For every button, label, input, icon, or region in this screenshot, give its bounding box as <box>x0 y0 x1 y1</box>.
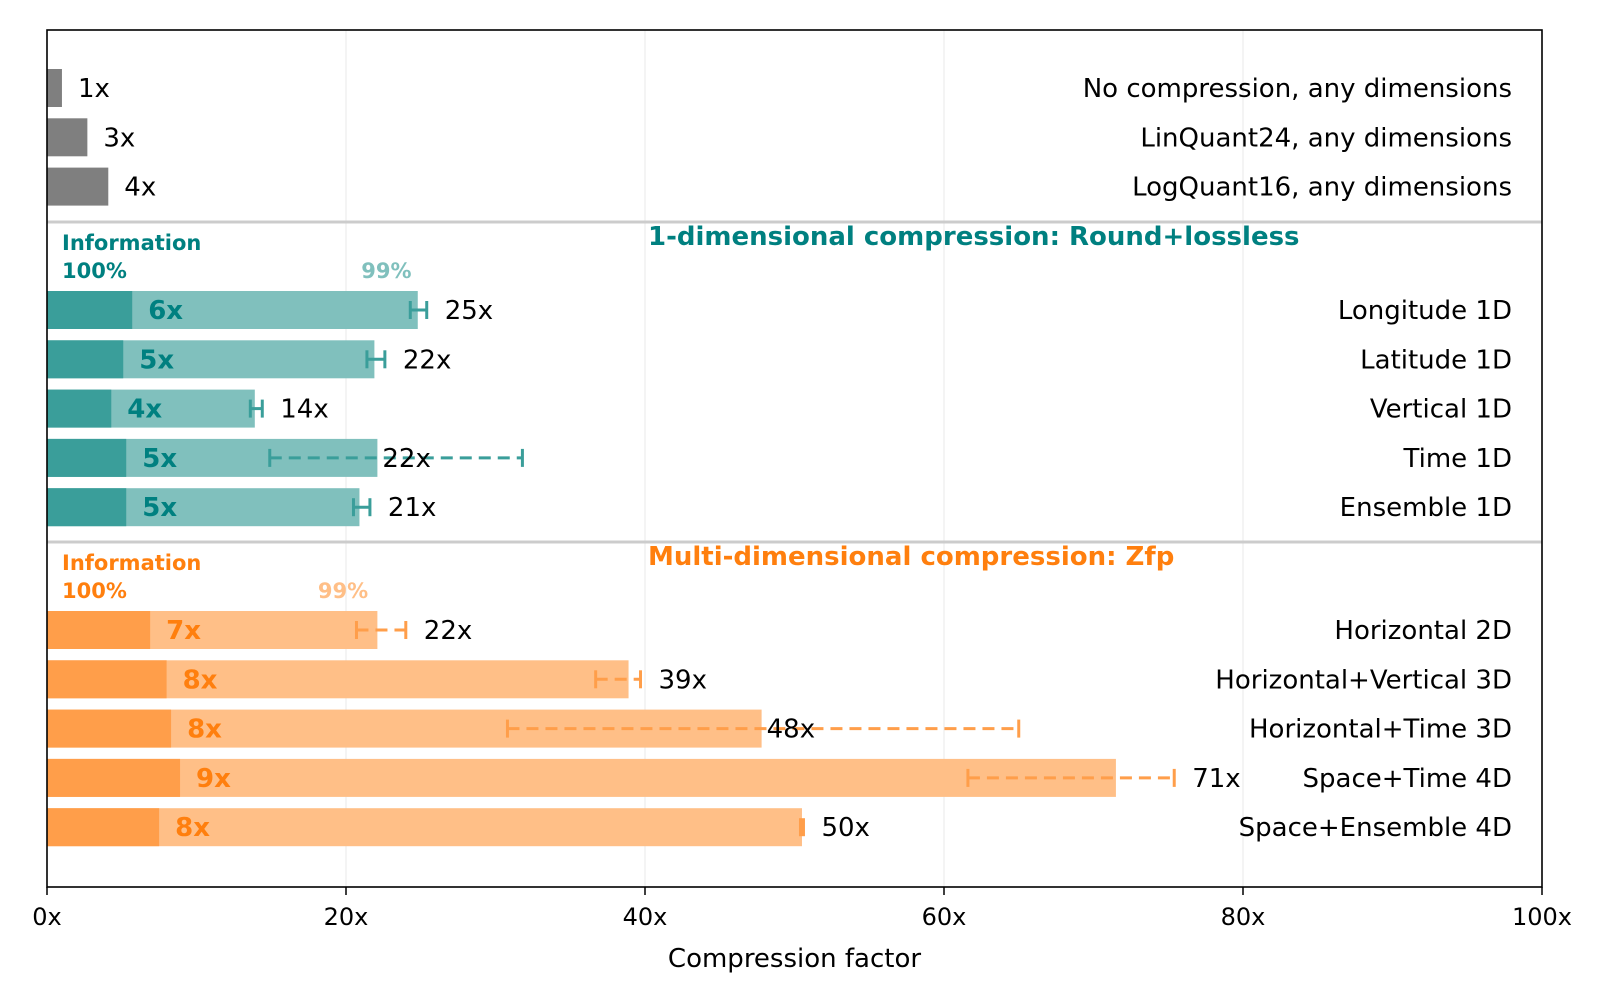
bar-100-percent <box>47 808 160 847</box>
category-label: Horizontal 2D <box>1334 616 1512 646</box>
information-100-label: 100% <box>62 579 127 603</box>
x-axis-label: Compression factor <box>668 944 921 974</box>
inner-value-label: 4x <box>127 395 162 425</box>
category-label: LogQuant16, any dimensions <box>1132 173 1512 203</box>
information-label: Information <box>62 551 201 575</box>
value-label: 39x <box>659 665 707 695</box>
inner-value-label: 7x <box>166 616 201 646</box>
information-100-label: 100% <box>62 259 127 283</box>
bar-100-percent <box>47 758 181 797</box>
category-label: LinQuant24, any dimensions <box>1140 123 1512 153</box>
value-label: 71x <box>1192 764 1240 794</box>
bar-100-percent <box>47 389 112 428</box>
bar-baseline <box>47 167 109 206</box>
bar-100-percent <box>47 488 127 527</box>
value-label: 22x <box>403 345 451 375</box>
bar-100-percent <box>47 709 172 748</box>
value-label: 21x <box>388 493 436 523</box>
information-99-label: 99% <box>318 579 368 603</box>
value-label: 50x <box>821 813 869 843</box>
category-label: Time 1D <box>1403 444 1512 474</box>
inner-value-label: 8x <box>175 813 210 843</box>
bars <box>47 69 1116 847</box>
labels: No compression, any dimensions 1x LinQuant… <box>62 74 1512 843</box>
information-label: Information <box>62 231 201 255</box>
bar-100-percent <box>47 438 127 477</box>
x-axis: 0x 20x 40x 60x 80x 100x <box>32 887 1572 931</box>
bar-100-percent <box>47 340 124 379</box>
x-tick-label: 100x <box>1512 903 1572 931</box>
category-label: Horizontal+Time 3D <box>1249 715 1512 745</box>
category-label: Horizontal+Vertical 3D <box>1215 665 1512 695</box>
x-tick-label: 60x <box>922 903 967 931</box>
x-tick-label: 0x <box>32 903 61 931</box>
inner-value-label: 5x <box>139 345 174 375</box>
bar-baseline <box>47 118 88 157</box>
bar-100-percent <box>47 660 167 699</box>
value-label: 1x <box>78 74 110 104</box>
category-label: Vertical 1D <box>1370 395 1512 425</box>
inner-value-label: 5x <box>142 444 177 474</box>
inner-value-label: 9x <box>196 764 231 794</box>
section-separators <box>47 220 1542 544</box>
category-label: No compression, any dimensions <box>1083 74 1512 104</box>
bar-99-percent <box>47 758 1116 797</box>
value-label: 48x <box>767 715 815 745</box>
plot-frame <box>46 29 1543 888</box>
inner-value-label: 6x <box>148 296 183 326</box>
inner-value-label: 5x <box>142 493 177 523</box>
category-label: Longitude 1D <box>1338 296 1512 326</box>
value-label: 14x <box>280 395 328 425</box>
category-label: Space+Time 4D <box>1303 764 1512 794</box>
category-label: Ensemble 1D <box>1340 493 1512 523</box>
value-label: 22x <box>382 444 430 474</box>
x-tick-label: 40x <box>623 903 668 931</box>
information-99-label: 99% <box>361 259 411 283</box>
error-bars <box>248 301 1176 837</box>
inner-value-label: 8x <box>187 715 222 745</box>
bar-baseline <box>47 69 62 107</box>
bar-99-percent <box>47 808 802 847</box>
inner-value-label: 8x <box>183 665 218 695</box>
category-label: Space+Ensemble 4D <box>1239 813 1512 843</box>
value-label: 22x <box>424 616 472 646</box>
bar-100-percent <box>47 291 133 329</box>
section-title: Multi-dimensional compression: Zfp <box>648 542 1174 572</box>
value-label: 25x <box>445 296 493 326</box>
bar-100-percent <box>47 611 151 649</box>
category-label: Latitude 1D <box>1360 345 1512 375</box>
x-tick-label: 20x <box>324 903 369 931</box>
x-tick-label: 80x <box>1221 903 1266 931</box>
value-label: 3x <box>103 123 135 153</box>
value-label: 4x <box>124 173 156 203</box>
section-title: 1-dimensional compression: Round+lossles… <box>648 222 1300 252</box>
